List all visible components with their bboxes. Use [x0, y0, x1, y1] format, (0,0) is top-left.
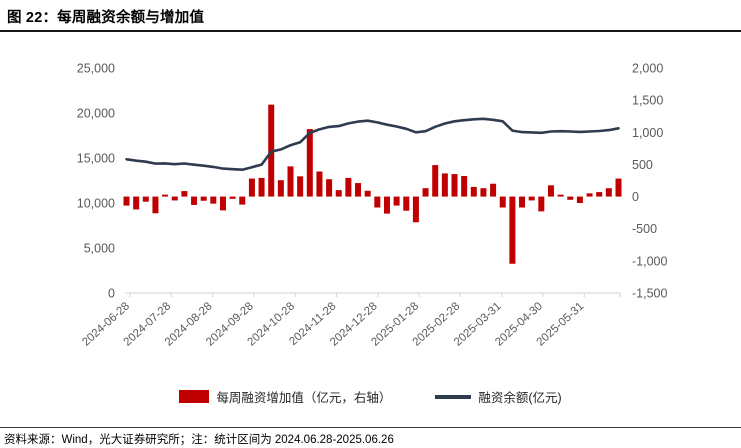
bar [499, 196, 506, 208]
bar [509, 196, 516, 264]
bar [374, 196, 381, 208]
bar [306, 129, 313, 197]
bar [393, 196, 400, 206]
bar [345, 177, 352, 197]
bar [528, 196, 535, 201]
bar [335, 190, 342, 197]
svg-text:2,000: 2,000 [632, 62, 663, 76]
svg-text:5,000: 5,000 [84, 242, 115, 256]
bar [248, 178, 255, 197]
bar [219, 196, 226, 211]
svg-text:20,000: 20,000 [77, 107, 115, 121]
right-axis-labels: -1,500 -1,000 -500 0 500 1,000 1,500 2,000 [632, 62, 667, 301]
svg-text:-1,500: -1,500 [632, 287, 667, 301]
bar [547, 185, 554, 197]
left-axis-labels: 0 5,000 10,000 15,000 20,000 25,000 [77, 62, 115, 301]
bar [171, 196, 178, 201]
svg-text:500: 500 [632, 158, 653, 172]
bar [355, 183, 362, 197]
bar [152, 196, 159, 214]
bar [557, 194, 564, 197]
legend: 每周融资增加值（亿元，右轴） 融资余额(亿元) [0, 387, 741, 406]
bar [519, 196, 526, 208]
svg-text:1,000: 1,000 [632, 126, 663, 140]
bar [480, 188, 487, 197]
svg-text:-1,000: -1,000 [632, 254, 667, 268]
bar [403, 196, 410, 211]
bar [576, 196, 583, 203]
bar [364, 190, 371, 197]
bars-series [123, 104, 622, 264]
bar [162, 194, 169, 197]
bar [133, 196, 140, 210]
bar [383, 196, 390, 214]
bar [142, 196, 149, 202]
footer-divider [0, 427, 741, 428]
balance-line [125, 117, 620, 171]
chart-canvas: 0 5,000 10,000 15,000 20,000 25,000 -1,500 -1,0… [77, 62, 668, 349]
bar [277, 180, 284, 197]
bar [490, 183, 497, 197]
bar-series-swatch [179, 390, 210, 403]
bar [432, 165, 439, 197]
svg-text:-500: -500 [632, 222, 657, 236]
bar [200, 196, 207, 201]
svg-text:1,500: 1,500 [632, 94, 663, 108]
bar [567, 196, 574, 200]
bar [441, 173, 448, 197]
bar [258, 177, 265, 197]
bar [229, 196, 236, 199]
bar [586, 193, 593, 197]
bar [596, 192, 603, 197]
bar [605, 188, 612, 197]
bar [239, 196, 246, 205]
bar-series-label: 每周融资增加值（亿元，右轴） [216, 391, 392, 405]
svg-text:15,000: 15,000 [77, 152, 115, 166]
bar [461, 176, 468, 197]
bar [422, 188, 429, 197]
x-axis-labels: 2024-06-282024-07-282024-08-282024-09-28… [80, 300, 586, 348]
bar [538, 196, 545, 212]
bar [470, 186, 477, 197]
figure-title: 图 22：每周融资余额与增加值 [7, 10, 205, 26]
bar [210, 196, 217, 204]
bar [326, 179, 333, 197]
line-series-swatch [435, 394, 472, 399]
bar [316, 171, 323, 197]
svg-text:0: 0 [632, 190, 639, 204]
bar [412, 196, 419, 223]
svg-text:25,000: 25,000 [77, 62, 115, 76]
source-note: 资料来源：Wind，光大证券研究所；注：统计区间为 2024.06.28-202… [4, 434, 394, 446]
legend-item-line: 融资余额(亿元) [435, 387, 562, 406]
svg-text:10,000: 10,000 [77, 197, 115, 211]
svg-text:0: 0 [108, 287, 115, 301]
bar [191, 196, 198, 205]
line-series-label: 融资余额(亿元) [478, 391, 562, 405]
bar [615, 178, 622, 197]
bar [287, 166, 294, 197]
bar [181, 191, 188, 197]
bar [451, 174, 458, 197]
legend-item-bars: 每周融资增加值（亿元，右轴） [179, 387, 391, 406]
title-underline [0, 30, 741, 32]
bar [297, 176, 304, 197]
x-axis-line [125, 292, 621, 297]
bar [123, 196, 130, 206]
